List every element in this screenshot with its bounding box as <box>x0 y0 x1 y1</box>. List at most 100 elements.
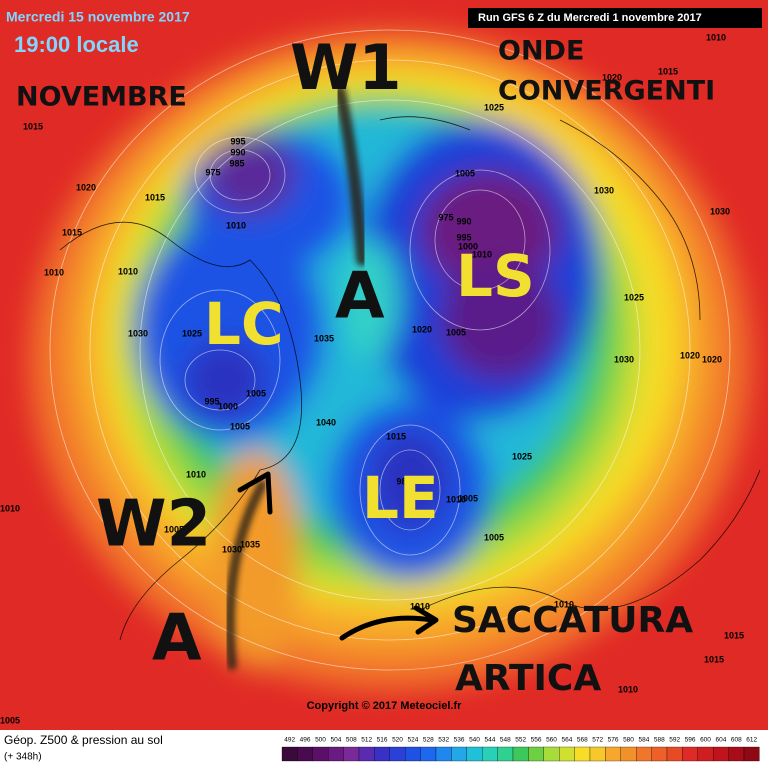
scale-swatch <box>713 746 729 762</box>
scale-swatch <box>420 746 437 762</box>
pressure-label: 1010 <box>186 469 206 479</box>
pressure-label: 1035 <box>240 539 260 549</box>
pressure-label: 1015 <box>658 66 678 76</box>
scale-label: 608 <box>731 737 742 744</box>
waves-line2: CONVERGENTI <box>498 76 715 107</box>
run-box <box>468 8 762 28</box>
waves-line1: ONDE <box>498 36 584 67</box>
pressure-label: 1015 <box>704 654 724 664</box>
pressure-label: 1010 <box>554 599 574 609</box>
scale-label: 544 <box>484 737 495 744</box>
pressure-label: 1010 <box>410 601 430 611</box>
pressure-label: 1010 <box>118 266 138 276</box>
scale-swatch <box>743 746 760 762</box>
pressure-label: 1025 <box>182 328 202 338</box>
scale-label: 560 <box>546 737 557 744</box>
w1-label: W1 <box>290 31 402 104</box>
scale-swatch <box>312 746 329 762</box>
pressure-label: 1010 <box>618 684 638 694</box>
pressure-label: 1020 <box>76 182 96 192</box>
scale-swatch <box>466 746 483 762</box>
scale-swatch <box>682 746 698 762</box>
scale-label: 496 <box>300 737 311 744</box>
pressure-label: 1040 <box>316 417 336 427</box>
pressure-label: 990 <box>230 147 245 157</box>
scale-swatch <box>528 746 544 762</box>
pressure-label: 985 <box>396 476 411 486</box>
pressure-label: 1005 <box>455 168 475 178</box>
scale-swatch <box>451 746 467 762</box>
ls-label: LS <box>456 242 535 310</box>
scale-label: 552 <box>515 737 526 744</box>
pressure-label: 1015 <box>23 121 43 131</box>
scale-swatch <box>297 746 313 762</box>
pressure-label: 1010 <box>226 220 246 230</box>
pressure-label: 1010 <box>446 494 466 504</box>
arrows <box>225 86 439 670</box>
pressure-label: 985 <box>229 158 244 168</box>
scale-label: 504 <box>330 737 341 744</box>
pressure-label: 1015 <box>62 227 82 237</box>
scale-label: 572 <box>592 737 603 744</box>
scale-label: 604 <box>715 737 726 744</box>
pressure-label: 1025 <box>484 102 504 112</box>
pressure-label: 1025 <box>624 292 644 302</box>
scale-swatch <box>543 746 560 762</box>
pressure-label: 1025 <box>512 451 532 461</box>
scale-label: 528 <box>423 737 434 744</box>
footer-title: Géop. Z500 & pression au sol <box>4 733 163 747</box>
run: Run GFS 6 Z du Mercredi 1 novembre 2017 <box>478 12 702 24</box>
high-bottom: A <box>152 602 202 676</box>
trough-line1: SACCATURA <box>452 600 693 641</box>
pressure-label: 1005 <box>484 532 504 542</box>
height-field <box>0 0 768 730</box>
scale-swatch <box>328 746 344 762</box>
pressure-label: 995 <box>230 136 245 146</box>
pressure-label: 995 <box>204 396 219 406</box>
scale-label: 512 <box>361 737 372 744</box>
pressure-label: 1015 <box>724 630 744 640</box>
scale-label: 580 <box>623 737 634 744</box>
scale-label: 584 <box>638 737 649 744</box>
scale-swatch <box>343 746 360 762</box>
pressure-label: 1000 <box>458 241 478 251</box>
pressure-label: 1020 <box>412 324 432 334</box>
scale-label: 588 <box>654 737 665 744</box>
scale-swatch <box>374 746 390 762</box>
pressure-label: 1030 <box>128 328 148 338</box>
date: Mercredi 15 novembre 2017 <box>6 9 190 25</box>
scale-swatch <box>389 746 406 762</box>
scale-label: 500 <box>315 737 326 744</box>
scale-label: 520 <box>392 737 403 744</box>
scale-swatch <box>358 746 375 762</box>
pressure-label: 1020 <box>702 354 722 364</box>
scale-swatch <box>651 746 668 762</box>
scale-label: 576 <box>608 737 619 744</box>
time: 19:00 locale <box>14 32 139 57</box>
w2-label: W2 <box>96 488 211 562</box>
scale-swatch <box>281 746 298 762</box>
scale-label: 592 <box>669 737 680 744</box>
pressure-label: 975 <box>438 212 453 222</box>
pressure-label: 1000 <box>218 401 238 411</box>
pressure-label: 1020 <box>680 350 700 360</box>
scale-label: 492 <box>284 737 295 744</box>
scale-label: 568 <box>577 737 588 744</box>
scale-label: 612 <box>746 737 757 744</box>
pressure-label: 1005 <box>230 421 250 431</box>
scale-label: 600 <box>700 737 711 744</box>
pressure-label: 1020 <box>602 72 622 82</box>
pressure-label: 1005 <box>458 493 478 503</box>
pressure-label: 1030 <box>710 206 730 216</box>
scale-swatch <box>482 746 498 762</box>
color-scale: 492 496 500 504 508 512 516 520 524 528 532 536 540 5… <box>281 737 760 762</box>
scale-label: 524 <box>407 737 418 744</box>
pressure-label: 1010 <box>0 503 20 513</box>
scale-swatch <box>405 746 421 762</box>
copyright: Copyright © 2017 Meteociel.fr <box>307 700 463 712</box>
scale-swatch <box>697 746 714 762</box>
scale-label: 548 <box>500 737 511 744</box>
scale-swatch <box>497 746 514 762</box>
pressure-label: 1030 <box>614 354 634 364</box>
scale-swatch <box>605 746 621 762</box>
